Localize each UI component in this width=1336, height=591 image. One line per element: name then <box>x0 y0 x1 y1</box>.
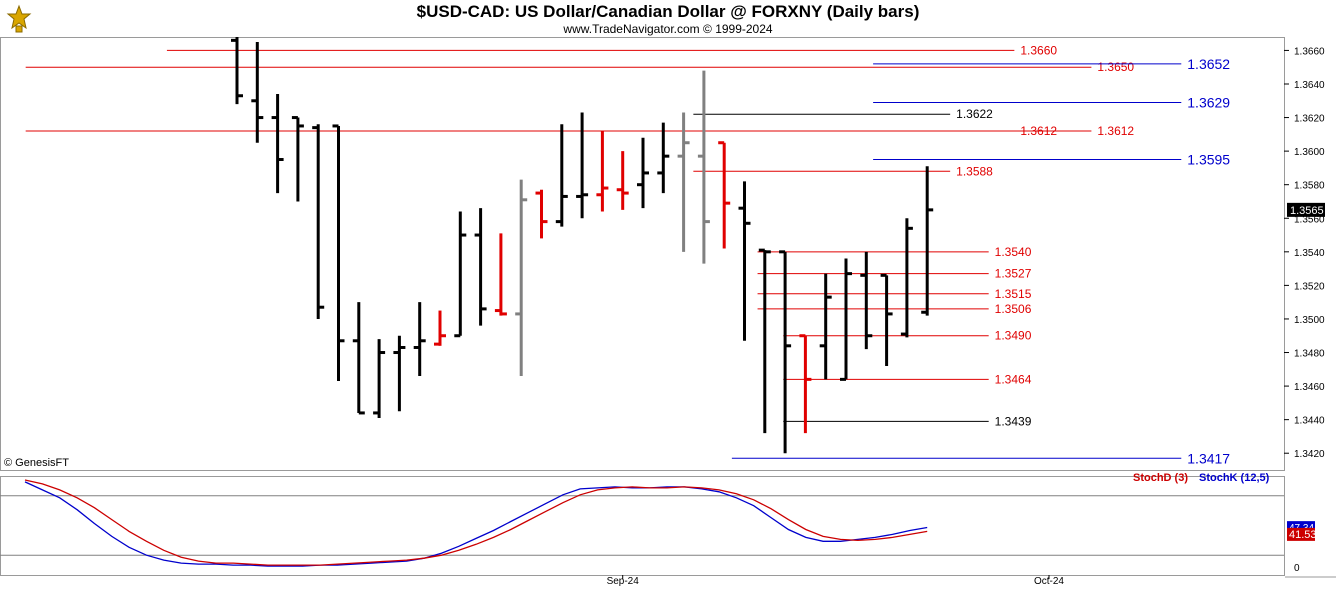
stoch-d-legend: StochD (3) <box>1133 472 1188 484</box>
level-label: 1.3490 <box>995 329 1032 343</box>
level-label: 1.3622 <box>956 107 993 121</box>
stoch-axis-label: 0 <box>1294 563 1300 574</box>
level-label: 1.3417 <box>1187 450 1230 466</box>
last-price-badge <box>1287 202 1325 217</box>
data-vendor-credit: © GenesisFT <box>4 457 69 469</box>
level-label: 1.3629 <box>1187 94 1230 110</box>
stoch-d-line <box>24 479 928 566</box>
price-tick-label: 1.3600 <box>1294 147 1325 158</box>
time-tick-label: Sep-24 <box>607 576 640 587</box>
price-tick-label: 1.3580 <box>1294 181 1325 192</box>
chart-title: $USD-CAD: US Dollar/Canadian Dollar @ FO… <box>416 2 920 21</box>
price-tick-label: 1.3460 <box>1294 382 1325 393</box>
stoch-k-line <box>24 481 928 567</box>
level-label: 1.3612 <box>1097 124 1134 138</box>
level-label: 1.3439 <box>995 414 1032 428</box>
price-tick-label: 1.3480 <box>1294 349 1325 360</box>
level-label: 1.3506 <box>995 302 1032 316</box>
level-label: 1.3540 <box>995 245 1032 259</box>
level-label: 1.3660 <box>1020 43 1057 57</box>
price-tick-label: 1.3660 <box>1294 46 1325 57</box>
stoch-panel-frame <box>0 476 1285 576</box>
time-tick-label: Oct-24 <box>1034 576 1064 587</box>
price-tick-label: 1.3620 <box>1294 114 1325 125</box>
level-label: 1.3464 <box>995 372 1032 386</box>
stoch-d-badge <box>1287 527 1315 541</box>
level-label: 1.3652 <box>1187 56 1230 72</box>
last-price-label: 1.3565 <box>1290 205 1324 217</box>
price-tick-label: 1.3640 <box>1294 80 1325 91</box>
price-tick-label: 1.3440 <box>1294 416 1325 427</box>
level-label: 1.3588 <box>956 164 993 178</box>
price-tick-label: 1.3520 <box>1294 281 1325 292</box>
ohlc-bars <box>231 37 934 454</box>
price-tick-label: 1.3500 <box>1294 315 1325 326</box>
trade-navigator-logo-icon <box>4 4 34 34</box>
chart-subtitle: www.TradeNavigator.com © 1999-2024 <box>563 22 773 36</box>
price-tick-label: 1.3420 <box>1294 449 1325 460</box>
level-label: 1.3527 <box>995 267 1032 281</box>
stoch-k-legend: StochK (12,5) <box>1199 472 1270 484</box>
price-tick-label: 1.3560 <box>1294 214 1325 225</box>
level-label: 1.3515 <box>995 287 1032 301</box>
price-panel-frame <box>0 37 1285 471</box>
price-tick-label: 1.3540 <box>1294 248 1325 259</box>
level-label: 1.3595 <box>1187 152 1230 168</box>
level-label: 1.3650 <box>1097 60 1134 74</box>
stoch-d-value: 41.53 <box>1289 529 1317 541</box>
